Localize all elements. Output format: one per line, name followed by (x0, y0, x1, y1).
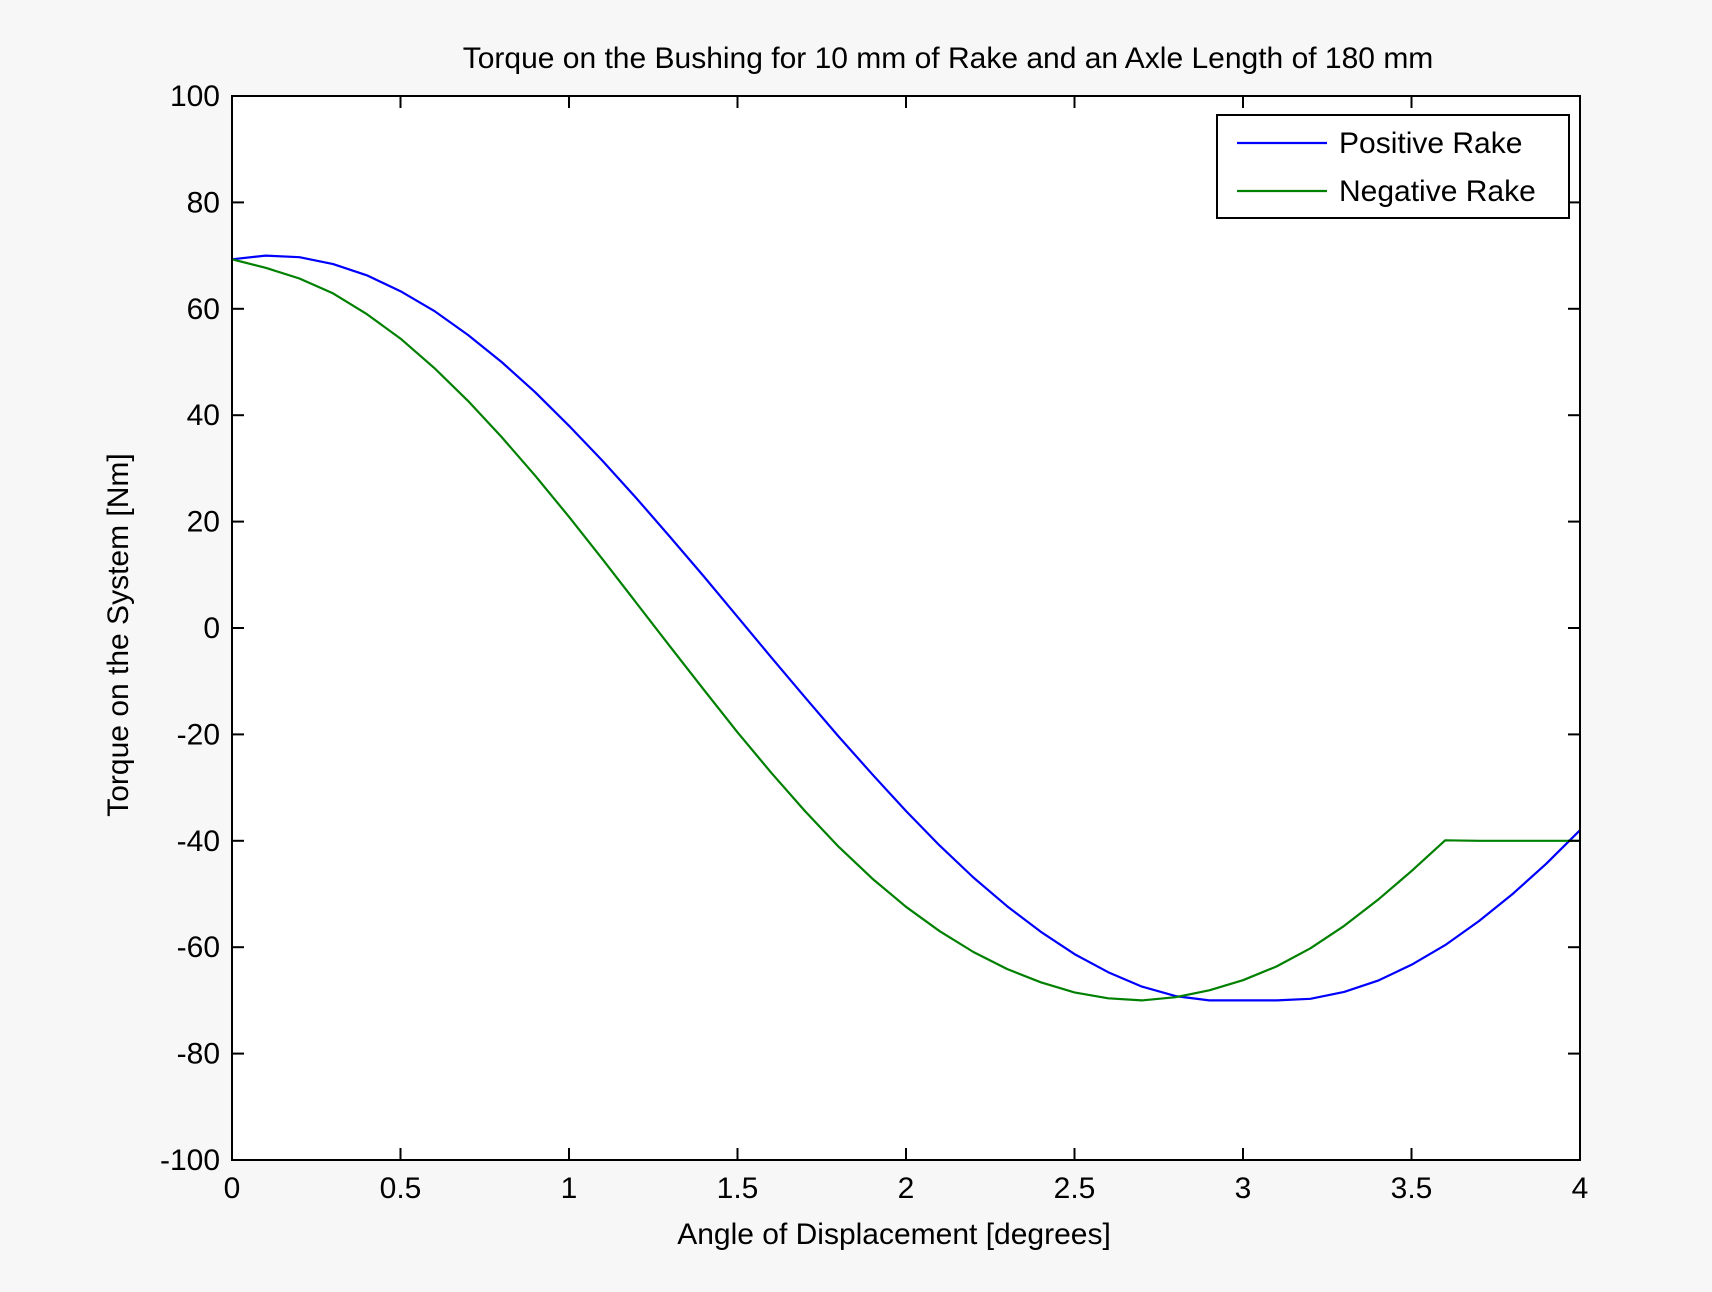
plot-area (232, 96, 1580, 1160)
x-tick-label: 3.5 (1391, 1172, 1433, 1205)
y-tick-label: 20 (187, 506, 220, 539)
y-tick-label: 100 (170, 80, 220, 113)
x-tick-label: 0.5 (380, 1172, 422, 1205)
x-tick-label: 0 (224, 1172, 241, 1205)
x-tick-label: 2.5 (1054, 1172, 1096, 1205)
series-line-0 (231, 254, 1581, 1002)
y-tick-label: 40 (187, 399, 220, 432)
y-tick-label: -80 (177, 1038, 220, 1071)
x-tick-label: 4 (1572, 1172, 1589, 1205)
x-axis-label: Angle of Displacement [degrees] (677, 1218, 1111, 1251)
y-tick-label: 0 (203, 612, 220, 645)
y-axis-ticks: -100 -80 -60 -40 -20 0 20 40 60 80 100 (160, 80, 1580, 1177)
series-layer (231, 254, 1581, 1002)
y-tick-label: -40 (177, 825, 220, 858)
y-axis-label: Torque on the System [Nm] (102, 453, 135, 817)
series-line-1 (231, 258, 1580, 1002)
x-axis-ticks: 0 0.5 1 1.5 2 2.5 3 3.5 4 (224, 96, 1589, 1205)
y-tick-label: -100 (160, 1144, 220, 1177)
legend: Positive Rake Negative Rake (1216, 114, 1570, 219)
x-tick-label: 2 (898, 1172, 915, 1205)
x-tick-label: 3 (1235, 1172, 1252, 1205)
legend-label-1: Negative Rake (1339, 175, 1536, 208)
y-tick-label: 80 (187, 186, 220, 219)
y-tick-label: -60 (177, 931, 220, 964)
chart-title: Torque on the Bushing for 10 mm of Rake … (463, 42, 1434, 75)
y-tick-label: -20 (177, 718, 220, 751)
x-tick-label: 1 (561, 1172, 578, 1205)
y-tick-label: 60 (187, 293, 220, 326)
legend-label-0: Positive Rake (1339, 127, 1522, 160)
legend-box (1216, 114, 1570, 219)
x-tick-label: 1.5 (717, 1172, 759, 1205)
